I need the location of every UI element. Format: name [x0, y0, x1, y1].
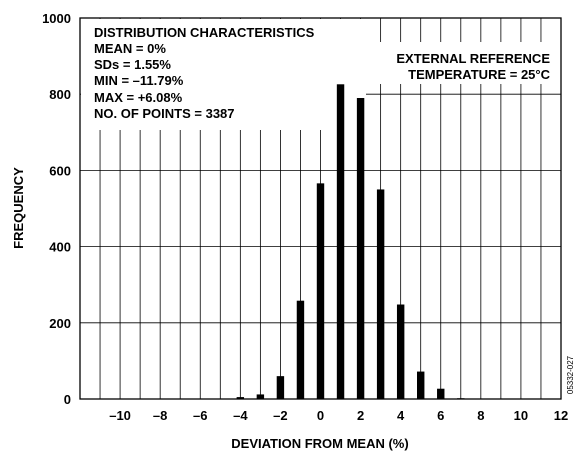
y-tick-label: 800 [49, 87, 71, 102]
y-tick-label: 400 [49, 240, 71, 255]
x-tick-label: 4 [397, 408, 405, 423]
x-tick-label: –2 [273, 408, 287, 423]
x-axis-title: DEVIATION FROM MEAN (%) [231, 436, 408, 451]
stats-box-background [81, 19, 366, 130]
histogram-bar [236, 397, 245, 399]
condition-line-1: EXTERNAL REFERENCE [396, 51, 550, 66]
x-tick-label: 2 [357, 408, 364, 423]
histogram-bar [336, 84, 345, 399]
stats-annotation: DISTRIBUTION CHARACTERISTICS MEAN = 0% S… [94, 25, 315, 121]
stats-line-1: DISTRIBUTION CHARACTERISTICS [94, 25, 315, 40]
stats-line-4: MIN = –11.79% [94, 73, 184, 88]
y-tick-label: 1000 [42, 11, 71, 26]
x-tick-label: –4 [233, 408, 248, 423]
stats-line-6: NO. OF POINTS = 3387 [94, 106, 235, 121]
histogram-bar [417, 371, 425, 399]
histogram-bar [356, 98, 365, 399]
stats-line-2: MEAN = 0% [94, 41, 166, 56]
condition-line-2: TEMPERATURE = 25°C [408, 67, 550, 82]
y-tick-label: 200 [49, 316, 71, 331]
condition-annotation: EXTERNAL REFERENCE TEMPERATURE = 25°C [396, 51, 550, 82]
x-tick-label: –10 [109, 408, 131, 423]
histogram-bar [437, 388, 445, 399]
x-axis-ticks: –10 –8 –6 –4 –2 0 2 4 6 8 10 12 [109, 408, 568, 423]
x-tick-label: 12 [554, 408, 568, 423]
x-tick-label: 10 [514, 408, 528, 423]
y-tick-label: 600 [49, 163, 71, 178]
histogram-bar [296, 300, 305, 399]
x-tick-label: 0 [317, 408, 324, 423]
x-tick-label: 6 [437, 408, 444, 423]
histogram-bar [396, 304, 405, 399]
figure-id: 05332-027 [566, 355, 575, 394]
stats-line-3: SDs = 1.55% [94, 57, 171, 72]
x-tick-label: 8 [477, 408, 484, 423]
condition-box-background [366, 42, 560, 84]
histogram-bar [256, 394, 265, 399]
histogram-bar [276, 376, 285, 399]
x-tick-label: –6 [193, 408, 207, 423]
plot-frame [79, 17, 562, 400]
y-axis-title: FREQUENCY [11, 167, 26, 249]
y-tick-label: 0 [64, 392, 71, 407]
x-tick-label: –8 [153, 408, 167, 423]
bars [236, 84, 485, 400]
histogram-bar [376, 189, 385, 399]
y-axis-ticks: 0 200 400 600 800 1000 [42, 11, 71, 407]
stats-line-5: MAX = +6.08% [94, 90, 183, 105]
histogram-bar [316, 183, 325, 399]
